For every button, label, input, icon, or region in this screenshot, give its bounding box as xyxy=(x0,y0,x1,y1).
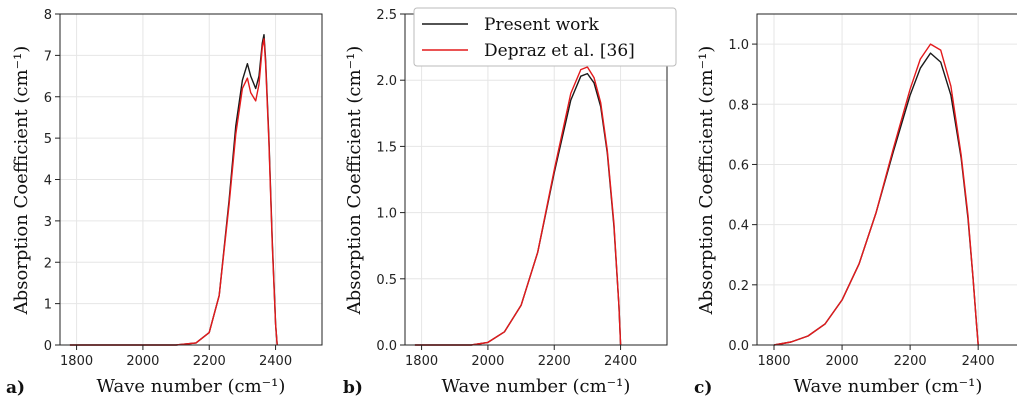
x-tick-label-a: 2000 xyxy=(126,354,159,369)
xlabel-b: Wave number (cm⁻¹) xyxy=(442,376,631,397)
y-tick-label-a: 5 xyxy=(44,132,52,147)
plot-frame-c xyxy=(756,13,1017,346)
panel-b: 1800 2000 2200 2400 0.0 0.5 1.0 1.5 2.0 2.5 Wave … xyxy=(343,7,677,398)
ylabel-b: Absorption Coefficient (cm⁻¹) xyxy=(344,46,365,316)
x-tick-label-c: 2200 xyxy=(894,354,927,369)
xlabel-a: Wave number (cm⁻¹) xyxy=(97,376,286,397)
x-tick-label-b: 2400 xyxy=(604,354,637,369)
ylabel-a: Absorption Coefficient (cm⁻¹) xyxy=(11,46,32,316)
y-tick-label-c: 0.8 xyxy=(728,98,749,113)
y-tick-label-b: 0.0 xyxy=(376,339,397,354)
series-line-depraz-a xyxy=(69,38,278,346)
x-tick-label-b: 2200 xyxy=(538,354,571,369)
legend-label-depraz: Depraz et al. [36] xyxy=(484,41,635,61)
y-tick-label-c: 1.0 xyxy=(728,38,749,53)
ylabel-c: Absorption Coefficient (cm⁻¹) xyxy=(696,46,717,316)
panel-c: 1800 2000 2200 2400 0.0 0.2 0.4 0.6 0.8 1.0 Wave … xyxy=(694,13,1017,398)
y-tick-label-a: 4 xyxy=(44,174,52,189)
y-tick-label-b: 0.5 xyxy=(376,273,397,288)
series-line-depraz-c xyxy=(773,43,979,346)
xlabel-c: Wave number (cm⁻¹) xyxy=(794,376,983,397)
y-tick-label-b: 2.5 xyxy=(376,8,397,23)
x-tick-label-c: 1800 xyxy=(757,354,790,369)
legend-label-present: Present work xyxy=(484,15,600,35)
y-tick-label-a: 1 xyxy=(44,298,52,313)
y-tick-label-a: 6 xyxy=(44,91,52,106)
y-tick-label-b: 2.0 xyxy=(376,74,397,89)
x-tick-label-c: 2400 xyxy=(962,354,995,369)
y-tick-label-c: 0.0 xyxy=(728,339,749,354)
y-tick-label-b: 1.0 xyxy=(376,207,397,222)
y-tick-label-a: 0 xyxy=(44,339,52,354)
y-tick-label-a: 7 xyxy=(44,49,52,64)
y-tick-label-c: 0.6 xyxy=(728,158,749,173)
y-tick-label-c: 0.2 xyxy=(728,279,749,294)
series-line-present-c xyxy=(773,52,979,346)
y-tick-label-c: 0.4 xyxy=(728,219,749,234)
y-tick-label-a: 2 xyxy=(44,256,52,271)
panel-a: 1800 2000 2200 2400 0 1 2 3 4 5 6 7 8 Wave number (c… xyxy=(6,8,323,398)
panel-letter-a: a) xyxy=(6,378,25,398)
legend: Present work Depraz et al. [36] xyxy=(413,7,677,67)
x-tick-label-c: 2000 xyxy=(826,354,859,369)
y-tick-label-a: 8 xyxy=(44,8,52,23)
series-line-depraz-b xyxy=(414,66,622,346)
series-line-present-b xyxy=(414,72,622,346)
x-tick-label-b: 1800 xyxy=(405,354,438,369)
x-tick-label-b: 2000 xyxy=(471,354,504,369)
legend-box xyxy=(413,7,677,67)
panel-letter-c: c) xyxy=(694,378,712,398)
y-tick-label-b: 1.5 xyxy=(376,140,397,155)
panel-letter-b: b) xyxy=(343,378,363,398)
x-tick-label-a: 2200 xyxy=(193,354,226,369)
y-tick-label-a: 3 xyxy=(44,215,52,230)
x-tick-label-a: 1800 xyxy=(60,354,93,369)
x-tick-label-a: 2400 xyxy=(259,354,292,369)
